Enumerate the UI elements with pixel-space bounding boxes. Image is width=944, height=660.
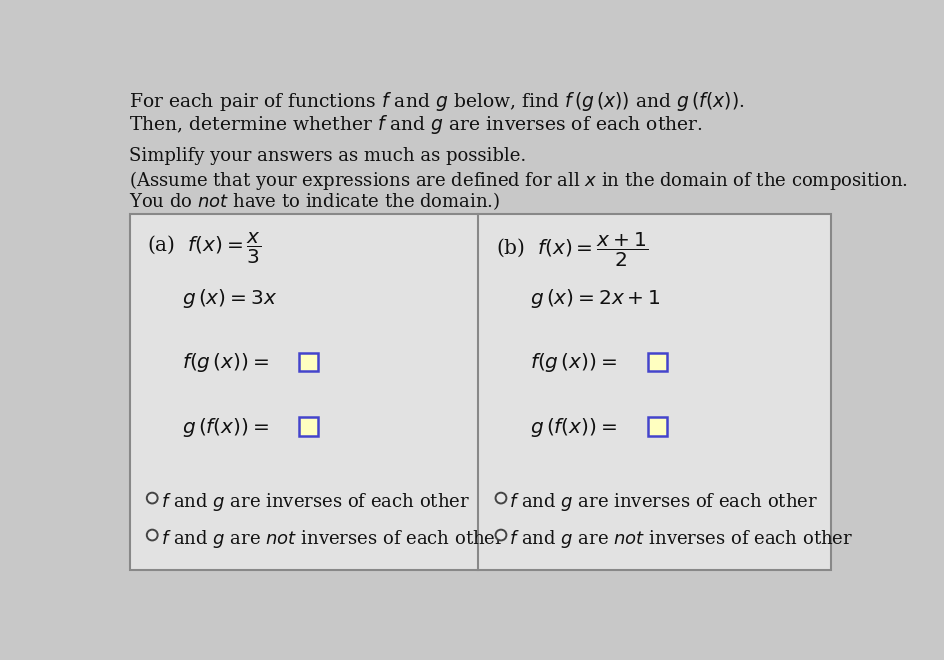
Text: $g\,(x) = 3x$: $g\,(x) = 3x$ xyxy=(181,287,277,310)
Circle shape xyxy=(495,492,506,504)
Text: $f(g\,(x)) = $: $f(g\,(x)) = $ xyxy=(530,351,616,374)
Bar xyxy=(129,214,830,570)
Text: (a)  $f(x) = \dfrac{x}{3}$: (a) $f(x) = \dfrac{x}{3}$ xyxy=(146,231,261,266)
Text: Simplify your answers as much as possible.: Simplify your answers as much as possibl… xyxy=(128,147,526,165)
Text: For each pair of functions $f$ and $g$ below, find $f\,(g\,(x))$ and $g\,(f(x))$: For each pair of functions $f$ and $g$ b… xyxy=(128,90,744,113)
Bar xyxy=(299,417,318,436)
Text: $f$ and $g$ are inverses of each other: $f$ and $g$ are inverses of each other xyxy=(160,491,469,513)
Text: (Assume that your expressions are defined for all $x$ in the domain of the compo: (Assume that your expressions are define… xyxy=(128,168,907,191)
Text: You do $\mathit{not}$ have to indicate the domain.): You do $\mathit{not}$ have to indicate t… xyxy=(128,190,499,212)
Circle shape xyxy=(146,529,158,541)
Text: $f(g\,(x)) = $: $f(g\,(x)) = $ xyxy=(181,351,268,374)
Text: (b)  $f(x) = \dfrac{x+1}{2}$: (b) $f(x) = \dfrac{x+1}{2}$ xyxy=(495,231,647,269)
Bar xyxy=(648,417,666,436)
Text: $g\,(f(x)) = $: $g\,(f(x)) = $ xyxy=(530,416,616,439)
Text: $f$ and $g$ are $\mathit{not}$ inverses of each other: $f$ and $g$ are $\mathit{not}$ inverses … xyxy=(160,528,504,550)
Bar xyxy=(648,352,666,371)
Text: $f$ and $g$ are inverses of each other: $f$ and $g$ are inverses of each other xyxy=(509,491,818,513)
Circle shape xyxy=(495,529,506,541)
Text: $f$ and $g$ are $\mathit{not}$ inverses of each other: $f$ and $g$ are $\mathit{not}$ inverses … xyxy=(509,528,852,550)
Circle shape xyxy=(146,492,158,504)
Text: $g\,(x) = 2x + 1$: $g\,(x) = 2x + 1$ xyxy=(530,287,661,310)
Text: $g\,(f(x)) = $: $g\,(f(x)) = $ xyxy=(181,416,268,439)
Bar xyxy=(299,352,318,371)
Text: Then, determine whether $f$ and $g$ are inverses of each other.: Then, determine whether $f$ and $g$ are … xyxy=(128,113,702,136)
